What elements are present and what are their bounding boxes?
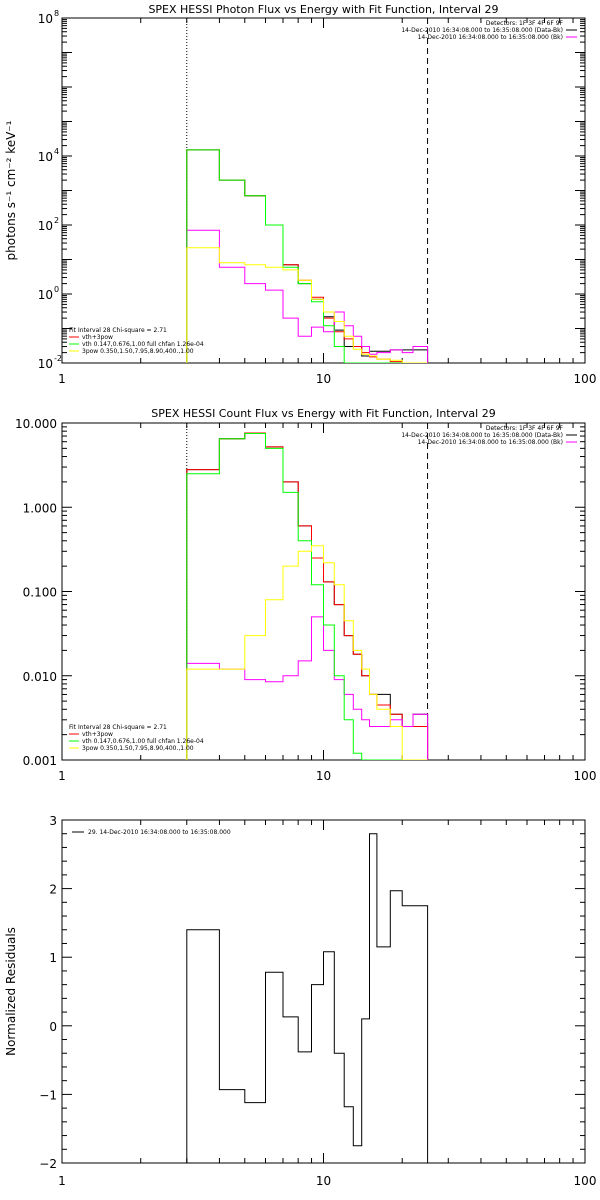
- y-tick-label: 0.010: [23, 670, 57, 684]
- x-axis-ticks: [61, 820, 586, 1163]
- legend-line-1: Fit Interval 28 Chi-square = 2.71: [69, 724, 167, 731]
- chart-title: SPEX HESSI Photon Flux vs Energy with Fi…: [148, 3, 498, 16]
- y-axis-ticks: [62, 819, 585, 1164]
- series-3-line: [186, 229, 429, 363]
- y-tick-label: 10.000: [15, 417, 57, 431]
- header-line-1: Detectors: 1F 3F 4F 6F 9F: [486, 20, 564, 27]
- y-tick-label: 1.000: [23, 501, 57, 515]
- header-line-3: 14-Dec-2010 16:34:08.000 to 16:35:08.000…: [418, 439, 563, 446]
- chart-panel-3: 1 10 100 −2 −1 0 1 2 3 Normalized Residuals 29. 14…: [4, 814, 596, 1188]
- x-tick-label: 100: [574, 372, 597, 386]
- y-axis-label: Normalized Residuals: [4, 927, 18, 1056]
- x-tick-label: 10: [316, 1174, 331, 1188]
- series-1-line: [186, 432, 429, 760]
- x-tick-label: 1: [58, 1174, 66, 1188]
- header-line-2: 14-Dec-2010 16:34:08.000 to 16:35:08.000…: [401, 432, 563, 439]
- y-tick-label: 3: [49, 814, 57, 828]
- legend-line-4: 3pow 0.350,1.50,7.95,8.90,400.,1.00: [82, 348, 194, 355]
- y-tick-label: 10: [38, 219, 53, 233]
- y-tick-exponent: 4: [54, 147, 59, 156]
- y-tick-label: 2: [49, 883, 57, 897]
- series-2-line: [186, 432, 429, 760]
- y-tick-exponent: -2: [54, 354, 62, 363]
- y-tick-label: 10: [38, 150, 53, 164]
- chart-title: SPEX HESSI Count Flux vs Energy with Fit…: [151, 407, 495, 420]
- header-line-3: 14-Dec-2010 16:34:08.000 to 16:35:08.000…: [418, 34, 563, 41]
- y-tick-label: −1: [39, 1088, 57, 1102]
- y-axis-label: photons s⁻¹ cm⁻² keV⁻¹: [4, 120, 18, 260]
- y-axis-ticks: [62, 17, 585, 364]
- series-5-line: [186, 545, 428, 760]
- header-line-2: 14-Dec-2010 16:34:08.000 to 16:35:08.000…: [401, 27, 563, 34]
- x-tick-label: 100: [574, 769, 597, 783]
- x-tick-label: 1: [58, 372, 66, 386]
- y-tick-label: −2: [39, 1157, 57, 1171]
- y-tick-exponent: 2: [54, 216, 59, 225]
- legend-line-1: 29. 14-Dec-2010 16:34:08.000 to 16:35:08…: [88, 829, 231, 836]
- chart-panel-2: 1 10 100 0.001 0.010 0.100 1.000 10.000 SPEX HES…: [15, 407, 596, 783]
- x-tick-label: 10: [316, 769, 331, 783]
- y-tick-label: 0.100: [23, 586, 57, 600]
- x-tick-label: 10: [316, 372, 331, 386]
- series-1-line: [186, 149, 429, 363]
- x-tick-label: 100: [574, 1174, 597, 1188]
- y-axis-ticks: [62, 422, 585, 761]
- plot-frame: [61, 819, 586, 1164]
- series-4-line: [186, 149, 428, 363]
- y-tick-exponent: 8: [54, 9, 59, 18]
- legend-line-1: Fit Interval 28 Chi-square = 2.71: [69, 327, 167, 334]
- y-tick-exponent: 0: [54, 285, 59, 294]
- series-3-line: [186, 616, 429, 760]
- y-tick-label: 0.001: [23, 754, 57, 768]
- y-tick-label: 0: [49, 1020, 57, 1034]
- legend-line-2: vth+3pow: [82, 334, 113, 341]
- legend-line-4: 3pow 0.350,1.50,7.95,8.90,400.,1.00: [82, 745, 194, 752]
- legend-line-3: vth 0.147,0.676,1.00 full chfan 1.26e-04: [82, 341, 204, 348]
- legend-line-2: vth+3pow: [82, 731, 113, 738]
- y-tick-label: 10: [38, 288, 53, 302]
- y-tick-label: 10: [38, 357, 53, 371]
- series-4-line: [186, 433, 428, 760]
- legend-line-3: vth 0.147,0.676,1.00 full chfan 1.26e-04: [82, 738, 204, 745]
- y-tick-label: 10: [38, 12, 53, 26]
- y-tick-label: 1: [49, 951, 57, 965]
- x-tick-label: 1: [58, 769, 66, 783]
- series-1-line: [186, 833, 429, 1163]
- series-2-line: [186, 149, 428, 363]
- header-line-1: Detectors: 1F 3F 4F 6F 9F: [486, 425, 564, 432]
- series-5-line: [186, 247, 428, 363]
